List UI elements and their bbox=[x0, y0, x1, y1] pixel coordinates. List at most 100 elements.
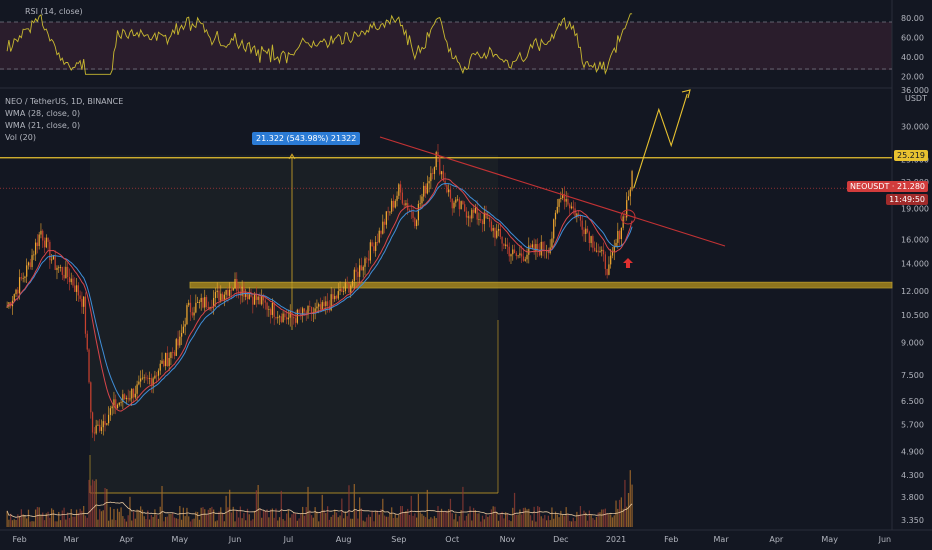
volume-bar bbox=[294, 513, 297, 527]
rsi-tick: 80.00 bbox=[901, 14, 924, 23]
last-symbol: NEOUSDT bbox=[850, 182, 890, 191]
volume-bar bbox=[116, 508, 119, 527]
indicator-wma28[interactable]: WMA (28, close, 0) bbox=[5, 109, 81, 118]
volume-bar bbox=[141, 509, 144, 527]
time-axis: Feb Mar Apr May Jun Jul Aug Sep Oct Nov Dec 2021 Feb… bbox=[12, 535, 891, 544]
candle-body bbox=[189, 302, 192, 313]
candle-body bbox=[611, 251, 614, 256]
candle-body bbox=[364, 258, 366, 267]
candle-body bbox=[542, 241, 544, 250]
candle-body bbox=[227, 290, 229, 296]
volume-bar bbox=[33, 521, 35, 527]
volume-bar bbox=[113, 508, 115, 527]
candle-body bbox=[124, 394, 126, 400]
volume-bar bbox=[341, 498, 343, 527]
candle-body bbox=[578, 213, 580, 216]
candle-body bbox=[127, 397, 129, 400]
last-price: 21.280 bbox=[897, 182, 925, 191]
volume-bar bbox=[312, 517, 314, 527]
volume-bar bbox=[266, 509, 268, 527]
candle-body bbox=[357, 271, 359, 277]
candle-body bbox=[451, 198, 453, 209]
candle-body bbox=[318, 304, 320, 307]
candle-body bbox=[236, 278, 238, 291]
candle-body bbox=[188, 302, 190, 306]
candle-body bbox=[335, 295, 338, 299]
candle-body bbox=[382, 221, 384, 234]
volume-bar bbox=[476, 513, 478, 527]
volume-bar bbox=[127, 515, 129, 527]
volume-bar bbox=[314, 507, 316, 527]
volume-bar bbox=[517, 514, 519, 527]
volume-bar bbox=[405, 511, 407, 527]
volume-bar bbox=[54, 521, 56, 527]
volume-bar bbox=[545, 520, 548, 527]
volume-bar bbox=[125, 521, 128, 527]
candle-body bbox=[533, 244, 535, 252]
support-zone[interactable] bbox=[189, 281, 893, 289]
volume-bar bbox=[529, 515, 532, 527]
volume-bar bbox=[211, 506, 213, 527]
candle-body bbox=[389, 211, 391, 213]
candle-body bbox=[125, 397, 128, 400]
candle-body bbox=[367, 258, 370, 261]
price-tick: 7.500 bbox=[901, 371, 924, 380]
volume-bar bbox=[234, 521, 236, 527]
projection-path[interactable] bbox=[633, 93, 688, 189]
candle-body bbox=[631, 171, 633, 190]
candle-body bbox=[440, 171, 443, 175]
volume-bar bbox=[483, 519, 485, 527]
volume-bar bbox=[49, 517, 51, 527]
candle-body bbox=[253, 293, 256, 305]
candle-body bbox=[47, 237, 49, 242]
volume-bar bbox=[302, 506, 304, 527]
volume-bar bbox=[157, 518, 160, 527]
candle-body bbox=[480, 219, 482, 221]
candle-body bbox=[399, 184, 402, 193]
volume-bar bbox=[8, 519, 10, 527]
candle-body bbox=[494, 228, 496, 238]
candle-body bbox=[202, 297, 204, 308]
volume-bar bbox=[597, 512, 599, 527]
candle-body bbox=[261, 295, 263, 305]
volume-bar bbox=[462, 486, 464, 527]
candle-body bbox=[610, 255, 612, 265]
indicator-wma21[interactable]: WMA (21, close, 0) bbox=[5, 121, 81, 130]
volume-bar bbox=[389, 513, 391, 527]
descending-trendline[interactable] bbox=[379, 136, 726, 247]
candle-body bbox=[560, 197, 562, 200]
candle-body bbox=[391, 200, 393, 212]
volume-bar bbox=[448, 509, 450, 527]
candle-body bbox=[478, 219, 480, 220]
candle-body bbox=[588, 232, 590, 244]
candle-body bbox=[376, 242, 379, 243]
candle-body bbox=[140, 378, 142, 382]
indicator-volume[interactable]: Vol (20) bbox=[5, 133, 36, 142]
candle-body bbox=[590, 236, 592, 244]
candle-body bbox=[277, 317, 279, 319]
time-tick: Mar bbox=[64, 535, 80, 544]
candle-body bbox=[172, 352, 174, 353]
candle-body bbox=[424, 185, 427, 194]
time-tick: 2021 bbox=[606, 535, 626, 544]
time-tick: Oct bbox=[445, 535, 459, 544]
volume-bar bbox=[124, 518, 126, 527]
volume-bar bbox=[350, 518, 352, 527]
volume-bar bbox=[588, 510, 590, 527]
time-tick: Jun bbox=[878, 535, 892, 544]
time-tick: Jul bbox=[283, 535, 294, 544]
price-tick: 10.500 bbox=[901, 311, 929, 320]
candle-body bbox=[360, 265, 363, 271]
candle-body bbox=[289, 311, 291, 318]
candle-body bbox=[449, 189, 452, 199]
candle-body bbox=[111, 406, 113, 409]
volume-bar bbox=[581, 515, 583, 527]
volume-bar bbox=[567, 514, 569, 527]
candle-body bbox=[553, 219, 555, 239]
volume-bar bbox=[237, 517, 240, 527]
volume-bar bbox=[307, 486, 309, 527]
volume-bar bbox=[339, 515, 341, 527]
volume-bar bbox=[547, 515, 549, 527]
candle-body bbox=[157, 370, 160, 376]
